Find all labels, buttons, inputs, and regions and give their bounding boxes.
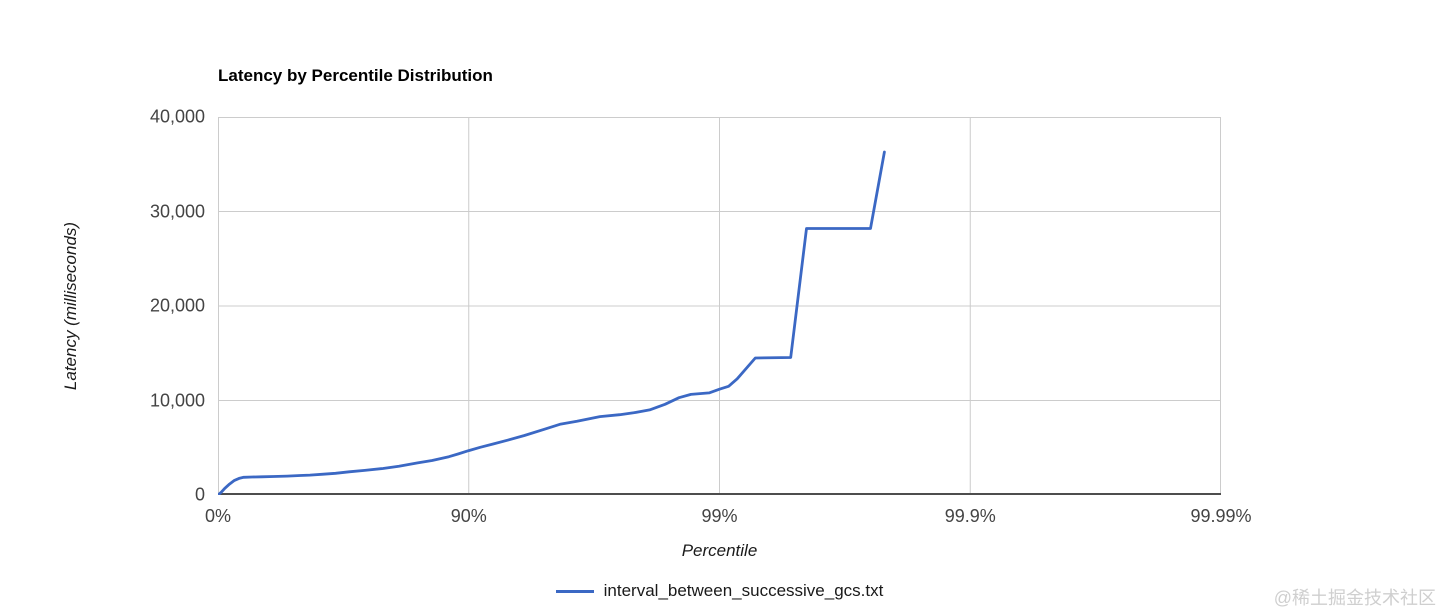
- legend: interval_between_successive_gcs.txt: [218, 578, 1221, 604]
- y-tick-label: 40,000: [149, 106, 205, 127]
- x-tick-label: 90%: [450, 506, 487, 526]
- y-tick-label: 20,000: [149, 295, 205, 316]
- y-tick-label: 0: [194, 484, 205, 505]
- y-axis-tick-labels: 0 10,000 20,000 30,000 40,000: [0, 107, 205, 505]
- percentile-line-chart: [218, 117, 1221, 495]
- x-tick-label: 99%: [701, 506, 738, 526]
- y-tick-label: 30,000: [149, 201, 205, 221]
- x-tick-label: 99.99%: [1190, 506, 1252, 526]
- series-line: [218, 150, 886, 495]
- x-axis-tick-labels: 0% 90% 99% 99.9% 99.99%: [205, 505, 1252, 529]
- y-tick-label: 10,000: [149, 390, 205, 410]
- legend-label: interval_between_successive_gcs.txt: [603, 581, 884, 600]
- x-axis-title: Percentile: [681, 541, 758, 560]
- x-tick-label: 0%: [204, 506, 232, 526]
- plot-area: [218, 117, 1221, 495]
- x-tick-label: 99.9%: [944, 506, 996, 526]
- legend-line-sample: [555, 589, 594, 593]
- watermark: @稀土掘金技术社区: [1273, 588, 1436, 608]
- chart-title: Latency by Percentile Distribution: [218, 66, 493, 85]
